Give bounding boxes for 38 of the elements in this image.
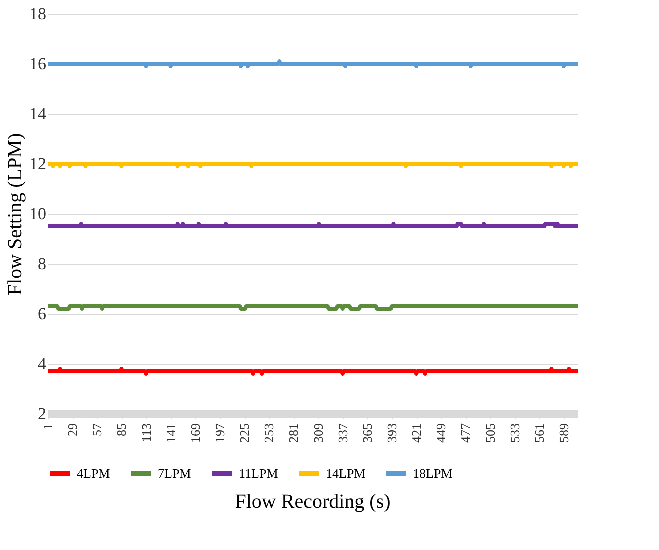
x-tick-label: 505 xyxy=(482,424,498,443)
legend-label: 18LPM xyxy=(413,466,454,481)
y-tick-label: 4 xyxy=(38,354,47,374)
x-tick-label: 421 xyxy=(409,424,424,443)
legend-label: 7LPM xyxy=(158,466,192,481)
y-axis-title: Flow Setting (LPM) xyxy=(4,133,26,296)
x-tick-label: 29 xyxy=(65,424,80,436)
x-tick-label: 477 xyxy=(458,423,474,443)
x-tick-label: 85 xyxy=(114,424,130,436)
legend-label: 4LPM xyxy=(77,466,111,481)
x-tick-label: 337 xyxy=(335,423,350,443)
x-tick-label: 225 xyxy=(237,424,252,443)
x-axis-title: Flow Recording (s) xyxy=(235,491,391,513)
x-tick-label: 113 xyxy=(138,424,154,443)
x-tick-label: 253 xyxy=(262,424,277,443)
x-tick-label: 589 xyxy=(556,424,572,443)
y-tick-label: 16 xyxy=(30,54,46,74)
legend-label: 11LPM xyxy=(239,466,279,481)
x-tick-label: 281 xyxy=(286,424,302,443)
x-tick-label: 309 xyxy=(310,424,326,443)
x-tick-label: 533 xyxy=(507,424,522,443)
y-tick-label: 12 xyxy=(30,154,46,174)
x-tick-label: 561 xyxy=(532,424,547,443)
x-tick-label: 365 xyxy=(360,424,375,443)
legend-label: 14LPM xyxy=(326,466,366,481)
x-tick-label: 449 xyxy=(434,424,449,443)
x-tick-label: 1 xyxy=(40,424,56,430)
x-tick-label: 169 xyxy=(188,424,203,443)
y-tick-label: 8 xyxy=(38,254,46,274)
y-tick-label: 18 xyxy=(30,4,46,24)
x-tick-label: 57 xyxy=(90,423,105,436)
y-tick-label: 10 xyxy=(30,204,46,224)
y-tick-label: 6 xyxy=(38,304,46,324)
y-tick-label: 2 xyxy=(38,404,46,424)
y-tick-label: 14 xyxy=(30,104,47,124)
x-tick-label: 393 xyxy=(384,424,400,443)
x-tick-label: 141 xyxy=(163,424,178,443)
x-tick-label: 197 xyxy=(212,423,228,443)
